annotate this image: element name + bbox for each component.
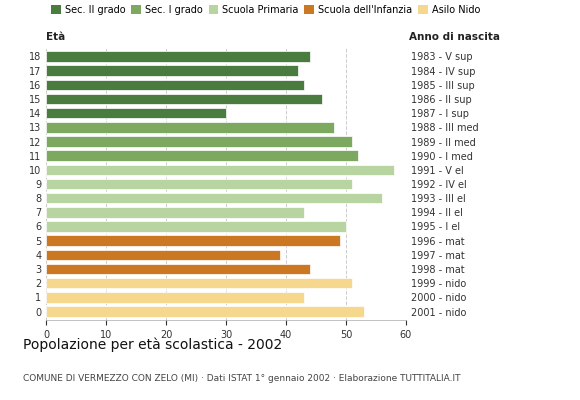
Bar bbox=[46, 235, 340, 246]
Bar bbox=[46, 150, 358, 161]
Bar bbox=[46, 65, 298, 76]
Text: Età: Età bbox=[46, 32, 66, 42]
Bar bbox=[46, 122, 334, 133]
Bar bbox=[46, 264, 310, 274]
Bar bbox=[46, 193, 382, 204]
Bar bbox=[46, 306, 364, 317]
Text: Anno di nascita: Anno di nascita bbox=[409, 32, 500, 42]
Bar bbox=[46, 51, 310, 62]
Bar bbox=[46, 221, 346, 232]
Text: Popolazione per età scolastica - 2002: Popolazione per età scolastica - 2002 bbox=[23, 338, 282, 352]
Bar bbox=[46, 80, 304, 90]
Bar bbox=[46, 250, 280, 260]
Bar bbox=[46, 136, 352, 147]
Bar bbox=[46, 207, 304, 218]
Bar bbox=[46, 278, 352, 288]
Bar bbox=[46, 164, 394, 175]
Text: COMUNE DI VERMEZZO CON ZELO (MI) · Dati ISTAT 1° gennaio 2002 · Elaborazione TUT: COMUNE DI VERMEZZO CON ZELO (MI) · Dati … bbox=[23, 374, 461, 383]
Bar bbox=[46, 94, 322, 104]
Legend: Sec. II grado, Sec. I grado, Scuola Primaria, Scuola dell'Infanzia, Asilo Nido: Sec. II grado, Sec. I grado, Scuola Prim… bbox=[51, 5, 480, 15]
Bar bbox=[46, 179, 352, 189]
Bar bbox=[46, 108, 226, 118]
Bar bbox=[46, 292, 304, 303]
